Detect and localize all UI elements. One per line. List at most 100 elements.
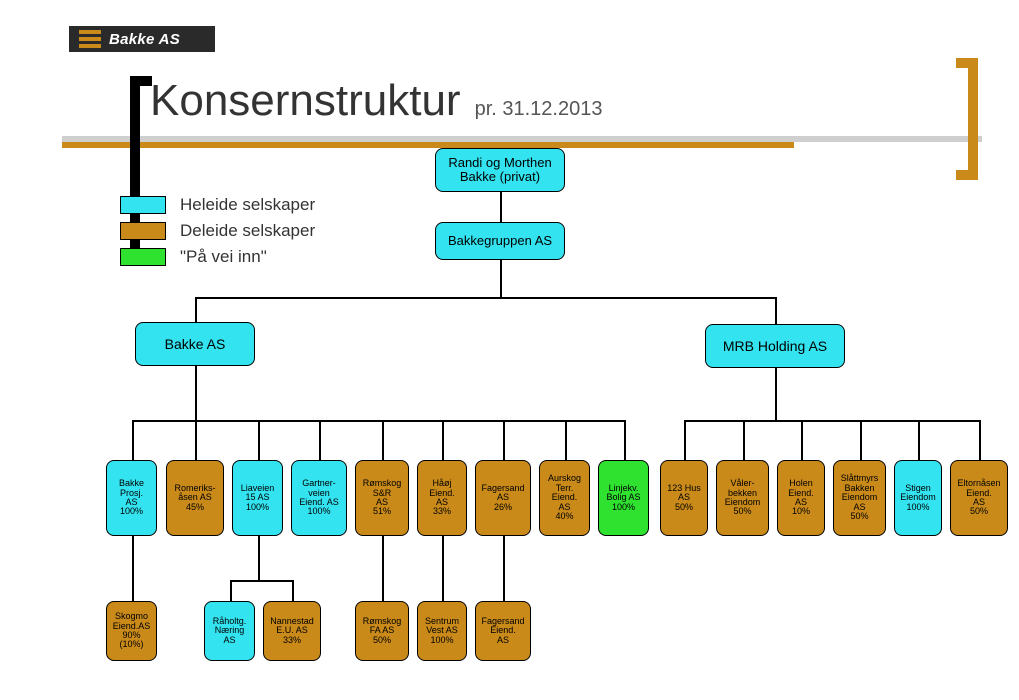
edge xyxy=(743,420,745,460)
edge xyxy=(195,420,197,460)
org-node-label: MRB Holding AS xyxy=(723,339,827,354)
edge xyxy=(132,420,134,460)
org-node-pct: 50% xyxy=(373,636,391,645)
edge xyxy=(684,420,686,460)
org-node-label: RømskogS&RAS xyxy=(363,479,402,507)
org-node-label: RømskogFA AS xyxy=(363,617,402,636)
edge xyxy=(801,420,803,460)
edge xyxy=(258,420,260,460)
bracket-right-bot xyxy=(956,170,978,180)
org-chart-stage: Bakke AS Konsernstruktur pr. 31.12.2013 Hel… xyxy=(0,0,1019,700)
edge xyxy=(503,536,505,601)
org-node-label: FagersandAS xyxy=(481,484,524,503)
org-node-label: Råholtg.NæringAS xyxy=(213,617,247,645)
org-node-b1: BakkeProsj.AS100% xyxy=(106,460,157,536)
edge xyxy=(195,297,775,299)
org-node-pct: 90%(10%) xyxy=(119,631,143,650)
edge xyxy=(382,536,384,601)
org-node-pct: 50% xyxy=(970,507,988,516)
org-node-label: HåøjEiend.AS xyxy=(429,479,455,507)
org-node-sub0: SkogmoEiend.AS90%(10%) xyxy=(106,601,157,661)
legend-swatch xyxy=(120,196,166,214)
org-node-sub1: Råholtg.NæringAS xyxy=(204,601,255,661)
org-node-m3: HolenEiend.AS10% xyxy=(777,460,825,536)
page-title-main: Konsernstruktur xyxy=(150,76,461,126)
edge xyxy=(918,420,920,460)
org-node-pct: 40% xyxy=(555,512,573,521)
title-rule-gold xyxy=(62,142,794,148)
edge xyxy=(775,368,777,420)
org-node-pct: 33% xyxy=(283,636,301,645)
bracket-right xyxy=(968,58,978,180)
edge xyxy=(319,420,321,460)
org-node-b5: RømskogS&RAS51% xyxy=(355,460,409,536)
org-node-root: Randi og MorthenBakke (privat) xyxy=(435,148,565,192)
org-node-sub5: FagersandEiend.AS xyxy=(475,601,531,661)
edge xyxy=(860,420,862,460)
legend-swatch xyxy=(120,248,166,266)
edge xyxy=(442,536,444,601)
legend: Heleide selskaper Deleide selskaper "På ve… xyxy=(120,192,315,270)
org-node-label: NannestadE.U. AS xyxy=(270,617,314,636)
org-node-b9: Linjekv.Bolig AS100% xyxy=(598,460,649,536)
brand-logo-text: Bakke AS xyxy=(109,31,180,48)
bracket-right-top xyxy=(956,58,978,68)
page-title-sub: pr. 31.12.2013 xyxy=(475,98,603,121)
org-node-bg: Bakkegruppen AS xyxy=(435,222,565,260)
org-node-mrb: MRB Holding AS xyxy=(705,324,845,368)
edge xyxy=(230,580,232,601)
org-node-label: Gartner-veienEiend. AS xyxy=(299,479,339,507)
org-node-label: SentrumVest AS xyxy=(425,617,459,636)
org-node-m1: 123 HusAS50% xyxy=(660,460,708,536)
edge xyxy=(565,420,567,460)
org-node-m4: SlåttmyrsBakkenEiendomAS50% xyxy=(833,460,886,536)
page-title: Konsernstruktur pr. 31.12.2013 xyxy=(150,76,602,126)
org-node-label: HolenEiend.AS xyxy=(788,479,814,507)
org-node-m6: EltornåsenEiend.AS50% xyxy=(950,460,1008,536)
org-node-pct: 100% xyxy=(246,503,269,512)
org-node-pct: 10% xyxy=(792,507,810,516)
org-node-b4: Gartner-veienEiend. AS100% xyxy=(291,460,347,536)
edge xyxy=(230,580,293,582)
org-node-pct: 26% xyxy=(494,503,512,512)
edge xyxy=(503,420,505,460)
edge xyxy=(442,420,444,460)
org-node-pct: 50% xyxy=(675,503,693,512)
org-node-pct: 100% xyxy=(120,507,143,516)
org-node-pct: 100% xyxy=(612,503,635,512)
org-node-b2: Romeriks-åsen AS45% xyxy=(166,460,224,536)
org-node-label: Linjekv.Bolig AS xyxy=(606,484,640,503)
edge xyxy=(258,536,260,580)
org-node-pct: 45% xyxy=(186,503,204,512)
org-node-pct: 50% xyxy=(850,512,868,521)
org-node-label: Romeriks-åsen AS xyxy=(174,484,215,503)
org-node-b6: HåøjEiend.AS33% xyxy=(417,460,467,536)
legend-row: Heleide selskaper xyxy=(120,192,315,218)
legend-label: Heleide selskaper xyxy=(180,195,315,215)
edge xyxy=(132,420,624,422)
brand-logo: Bakke AS xyxy=(69,26,215,52)
org-node-sub4: SentrumVest AS100% xyxy=(417,601,467,661)
org-node-label: Våler-bekkenEiendom xyxy=(725,479,761,507)
org-node-b3: Liaveien15 AS100% xyxy=(232,460,283,536)
edge xyxy=(195,366,197,420)
org-node-bakke: Bakke AS xyxy=(135,322,255,366)
org-node-label: Randi og MorthenBakke (privat) xyxy=(448,156,551,183)
org-node-label: BakkeProsj.AS xyxy=(119,479,144,507)
edge xyxy=(292,580,294,601)
org-node-label: Bakkegruppen AS xyxy=(448,234,552,248)
org-node-b8: AurskogTerr.Eiend.AS40% xyxy=(539,460,590,536)
org-node-label: EltornåsenEiend.AS xyxy=(957,479,1000,507)
org-node-pct: 33% xyxy=(433,507,451,516)
legend-label: "På vei inn" xyxy=(180,247,267,267)
org-node-m5: StigenEiendom100% xyxy=(894,460,942,536)
org-node-label: AurskogTerr.Eiend.AS xyxy=(548,474,581,512)
org-node-label: FagersandEiend.AS xyxy=(481,617,524,645)
edge xyxy=(979,420,981,460)
org-node-sub3: RømskogFA AS50% xyxy=(355,601,409,661)
org-node-label: Bakke AS xyxy=(165,337,226,352)
bracket-left-top xyxy=(130,76,152,86)
org-node-pct: 100% xyxy=(430,636,453,645)
legend-row: Deleide selskaper xyxy=(120,218,315,244)
org-node-label: SlåttmyrsBakkenEiendomAS xyxy=(841,474,879,512)
